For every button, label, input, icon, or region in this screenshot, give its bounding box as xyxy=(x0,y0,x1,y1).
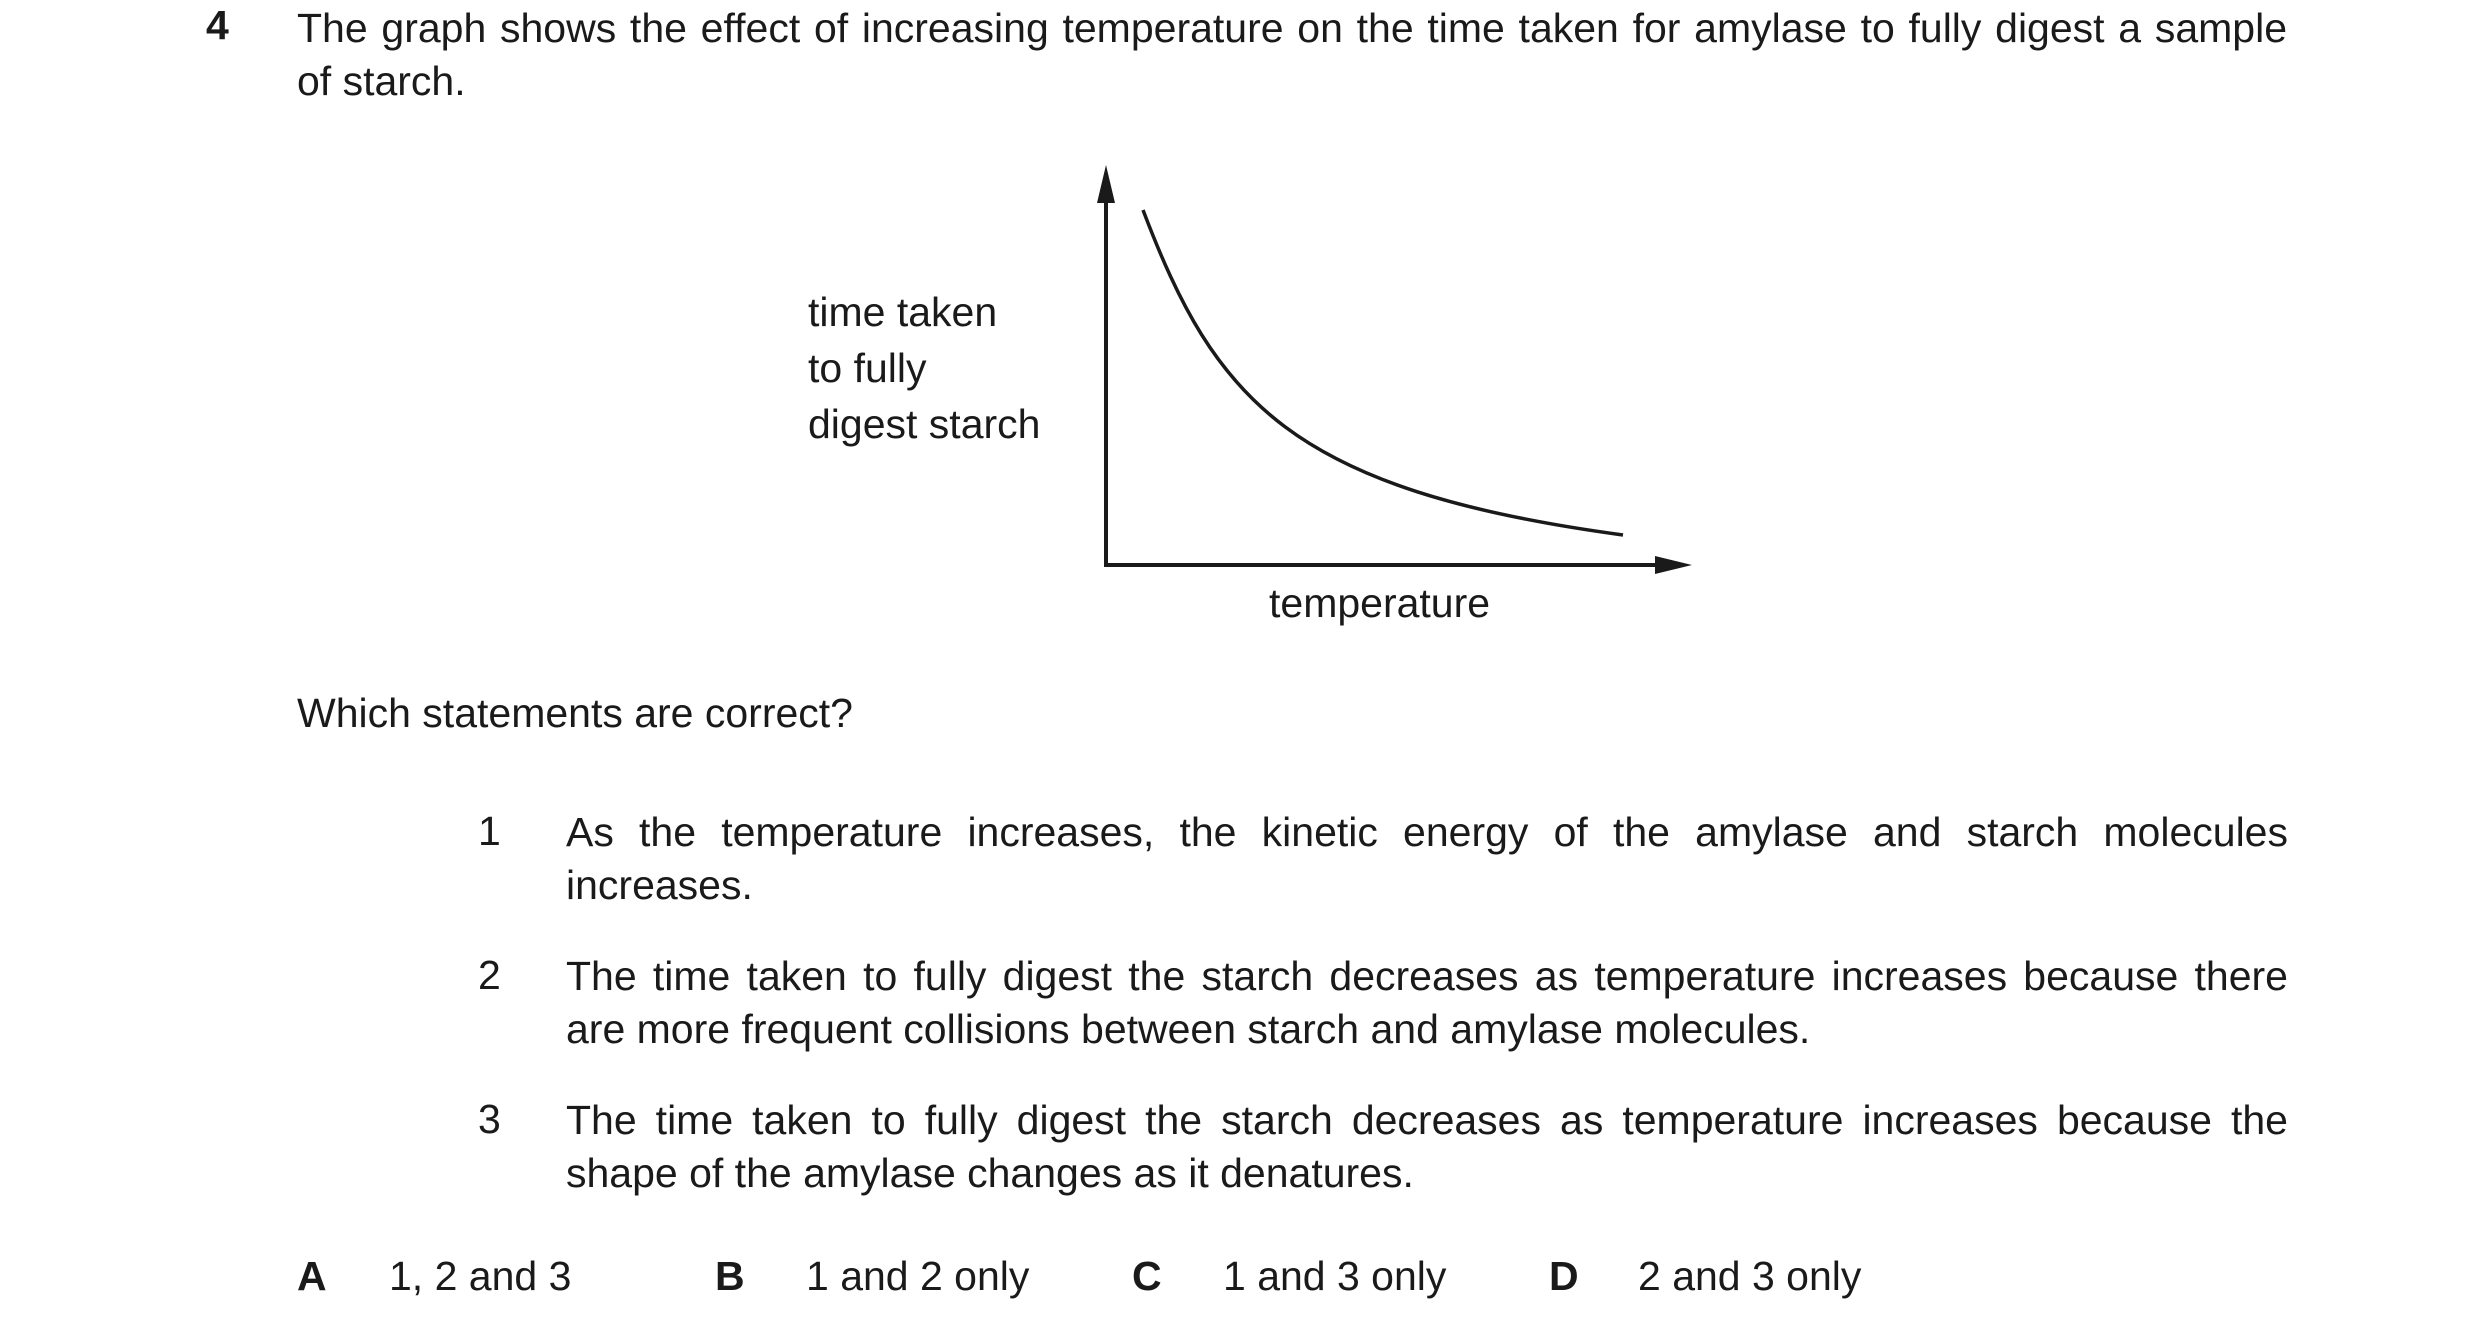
data-curve xyxy=(1141,209,1624,537)
option-text-a[interactable]: 1, 2 and 3 xyxy=(389,1253,572,1299)
option-letter-c[interactable]: C xyxy=(1132,1253,1162,1299)
y-axis-label-line: time taken xyxy=(808,289,998,335)
x-axis-label: temperature xyxy=(1269,580,1491,626)
option-text-d[interactable]: 2 and 3 only xyxy=(1638,1253,1862,1299)
option-letter-a[interactable]: A xyxy=(297,1253,327,1299)
y-axis-label-line: to fully xyxy=(808,345,927,391)
option-text-c[interactable]: 1 and 3 only xyxy=(1223,1253,1447,1299)
statement-number: 2 xyxy=(478,952,501,998)
question-prompt: Which statements are correct? xyxy=(297,690,853,736)
y-axis-arrowhead xyxy=(1097,165,1115,203)
statement-number: 3 xyxy=(478,1096,501,1142)
statement-text: As the temperature increases, the kineti… xyxy=(566,809,2288,908)
statement-text: The time taken to fully digest the starc… xyxy=(566,953,2288,1052)
statement-number: 1 xyxy=(478,808,501,854)
question-number: 4 xyxy=(206,2,229,48)
option-text-b[interactable]: 1 and 2 only xyxy=(806,1253,1030,1299)
x-axis-arrowhead xyxy=(1655,556,1692,574)
question-stem: The graph shows the effect of increasing… xyxy=(297,5,2287,104)
option-letter-d[interactable]: D xyxy=(1549,1253,1579,1299)
y-axis-label-line: digest starch xyxy=(808,401,1041,447)
option-letter-b[interactable]: B xyxy=(715,1253,745,1299)
y-axis-label: time taken to fully digest starch xyxy=(808,284,1040,452)
statement-text: The time taken to fully digest the starc… xyxy=(566,1097,2288,1196)
